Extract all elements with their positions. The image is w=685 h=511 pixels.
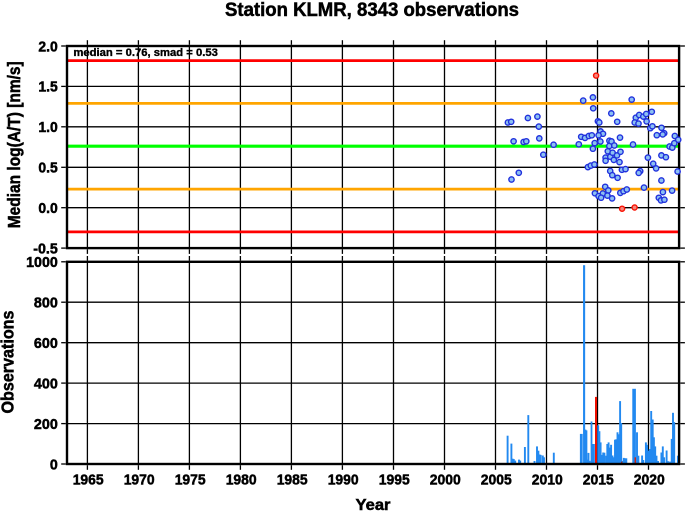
svg-text:600: 600 (34, 335, 58, 352)
svg-text:800: 800 (34, 295, 58, 312)
svg-text:0.5: 0.5 (38, 160, 57, 177)
svg-text:Median log(A/T) [nm/s]: Median log(A/T) [nm/s] (4, 61, 24, 228)
svg-text:1990: 1990 (328, 472, 359, 489)
svg-text:-0.5: -0.5 (33, 240, 58, 257)
svg-text:0.0: 0.0 (38, 200, 57, 217)
svg-text:2010: 2010 (532, 472, 563, 489)
svg-text:1.5: 1.5 (38, 79, 57, 96)
svg-text:1000: 1000 (26, 254, 58, 271)
svg-text:400: 400 (34, 375, 58, 392)
svg-text:median = 0.76, smad = 0.53: median = 0.76, smad = 0.53 (73, 47, 218, 59)
svg-text:200: 200 (34, 416, 58, 433)
svg-text:Station KLMR, 8343 observation: Station KLMR, 8343 observations (225, 0, 519, 21)
svg-text:1975: 1975 (175, 472, 206, 489)
svg-text:2000: 2000 (430, 472, 461, 489)
svg-text:2015: 2015 (583, 472, 614, 489)
svg-text:Year: Year (356, 497, 391, 511)
svg-text:1995: 1995 (379, 472, 410, 489)
svg-text:Observations: Observations (0, 311, 17, 414)
svg-text:2005: 2005 (481, 472, 512, 489)
svg-text:1.0: 1.0 (38, 119, 57, 136)
svg-text:0: 0 (50, 456, 58, 473)
svg-text:2.0: 2.0 (38, 38, 57, 55)
svg-text:1985: 1985 (277, 472, 308, 489)
svg-text:1970: 1970 (124, 472, 155, 489)
svg-text:2020: 2020 (634, 472, 665, 489)
svg-text:1980: 1980 (226, 472, 257, 489)
svg-text:1965: 1965 (73, 472, 104, 489)
